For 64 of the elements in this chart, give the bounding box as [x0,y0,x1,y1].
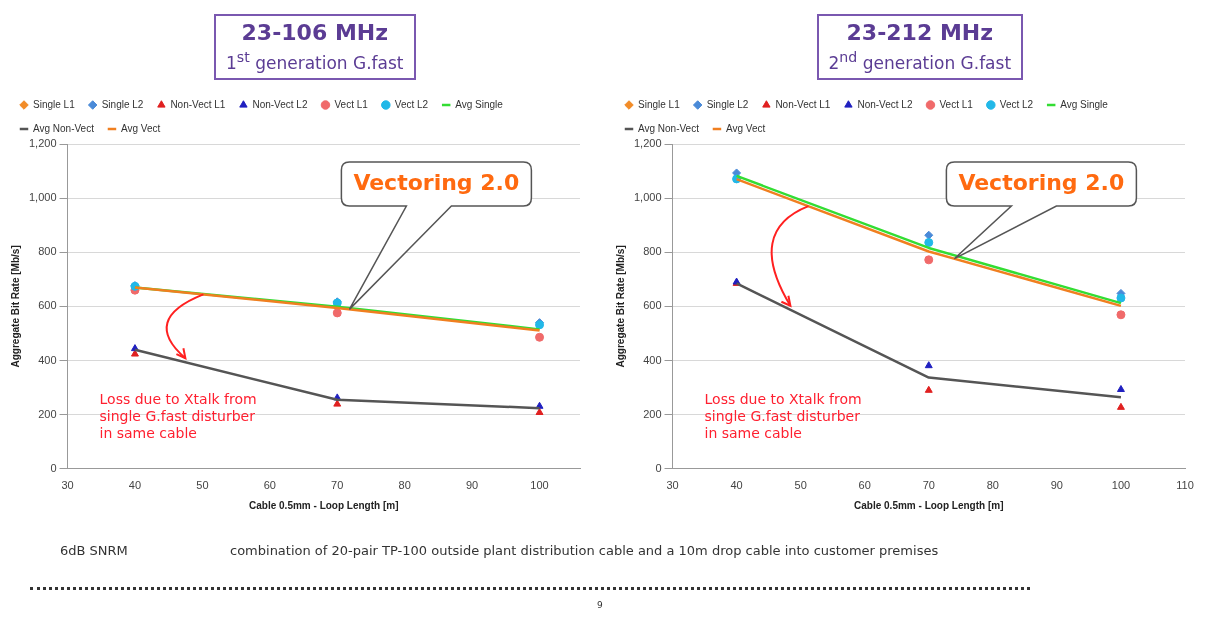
y-tick-label: 0 [655,461,662,474]
legend-label: Vect L2 [394,98,429,110]
legend-label: Vect L2 [999,98,1034,110]
legend-label: Avg Single [1060,98,1109,110]
x-tick-label: 80 [986,479,999,492]
y-tick-label: 800 [38,245,57,258]
x-tick-label: 40 [128,479,142,492]
y-tick-label: 1,200 [29,137,57,150]
legend-label: Non-Vect L1 [170,98,226,110]
legend-label: Avg Vect [725,122,766,134]
x-tick-label: 60 [263,479,276,492]
y-tick-label: 200 [643,407,662,420]
y-axis-title: Aggregate Bit Rate [Mb/s] [614,245,626,368]
x-tick-label: 60 [858,479,871,492]
chart-subtitle: 2$^{nd}$ generation G.fast [828,48,1012,74]
legend-label: Single L1 [33,98,76,110]
legend-label: Avg Non-Vect [33,122,95,134]
legend-label: Single L2 [101,98,144,110]
chart-subtitle: 1$^{st}$ generation G.fast [226,48,404,74]
y-axis-title: Aggregate Bit Rate [Mb/s] [9,245,21,368]
legend-label: Vect L1 [939,98,974,110]
legend-label: Non-Vect L2 [857,98,913,110]
x-tick-label: 30 [61,479,74,492]
x-tick-label: 50 [794,479,807,492]
y-tick-label: 600 [38,299,57,312]
legend-label: Non-Vect L1 [775,98,831,110]
y-tick-label: 1,000 [634,191,662,204]
legend-label: Avg Non-Vect [638,122,700,134]
x-tick-label: 30 [666,479,679,492]
text: 6dB SNRM [60,543,128,558]
y-tick-label: 400 [38,353,57,366]
y-tick-label: 1,200 [634,137,662,150]
x-tick-label: 100 [530,479,549,492]
chart-title: 23-106 MHz [240,20,389,46]
y-tick-label: 1,000 [29,191,57,204]
annotation: Loss due to Xtalk from single G.fast disturber in same cable [704,390,863,442]
text: combination of 20-pair TP-100 outside plant distribution cable and a 10m drop cable into customer premises [230,543,939,558]
text: 9 [597,600,603,610]
y-tick-label: 0 [50,461,57,474]
chart-title: 23-212 MHz [845,20,994,46]
x-tick-label: 90 [1050,479,1064,492]
x-tick-label: 100 [1111,479,1131,492]
y-tick-label: 600 [643,299,662,312]
annotation: Vectoring 2.0 [958,170,1125,195]
x-tick-label: 110 [1176,479,1194,492]
legend-label: Single L2 [706,98,749,110]
x-axis-title: Cable 0.5mm - Loop Length [m] [854,499,1004,511]
y-tick-label: 800 [643,245,662,258]
legend-label: Avg Single [455,98,504,110]
annotation: Loss due to Xtalk from single G.fast disturber in same cable [99,390,258,442]
legend-label: Avg Vect [120,122,161,134]
y-tick-label: 400 [643,353,662,366]
legend-label: Single L1 [638,98,681,110]
x-tick-label: 80 [398,479,411,492]
x-tick-label: 70 [922,479,935,492]
annotation: Vectoring 2.0 [353,170,520,195]
x-axis-title: Cable 0.5mm - Loop Length [m] [249,499,399,511]
x-tick-label: 40 [730,479,743,492]
x-tick-label: 90 [465,479,479,492]
legend-label: Non-Vect L2 [252,98,308,110]
legend-label: Vect L1 [334,98,369,110]
y-tick-label: 200 [38,407,57,420]
x-tick-label: 50 [196,479,209,492]
x-tick-label: 70 [331,479,344,492]
